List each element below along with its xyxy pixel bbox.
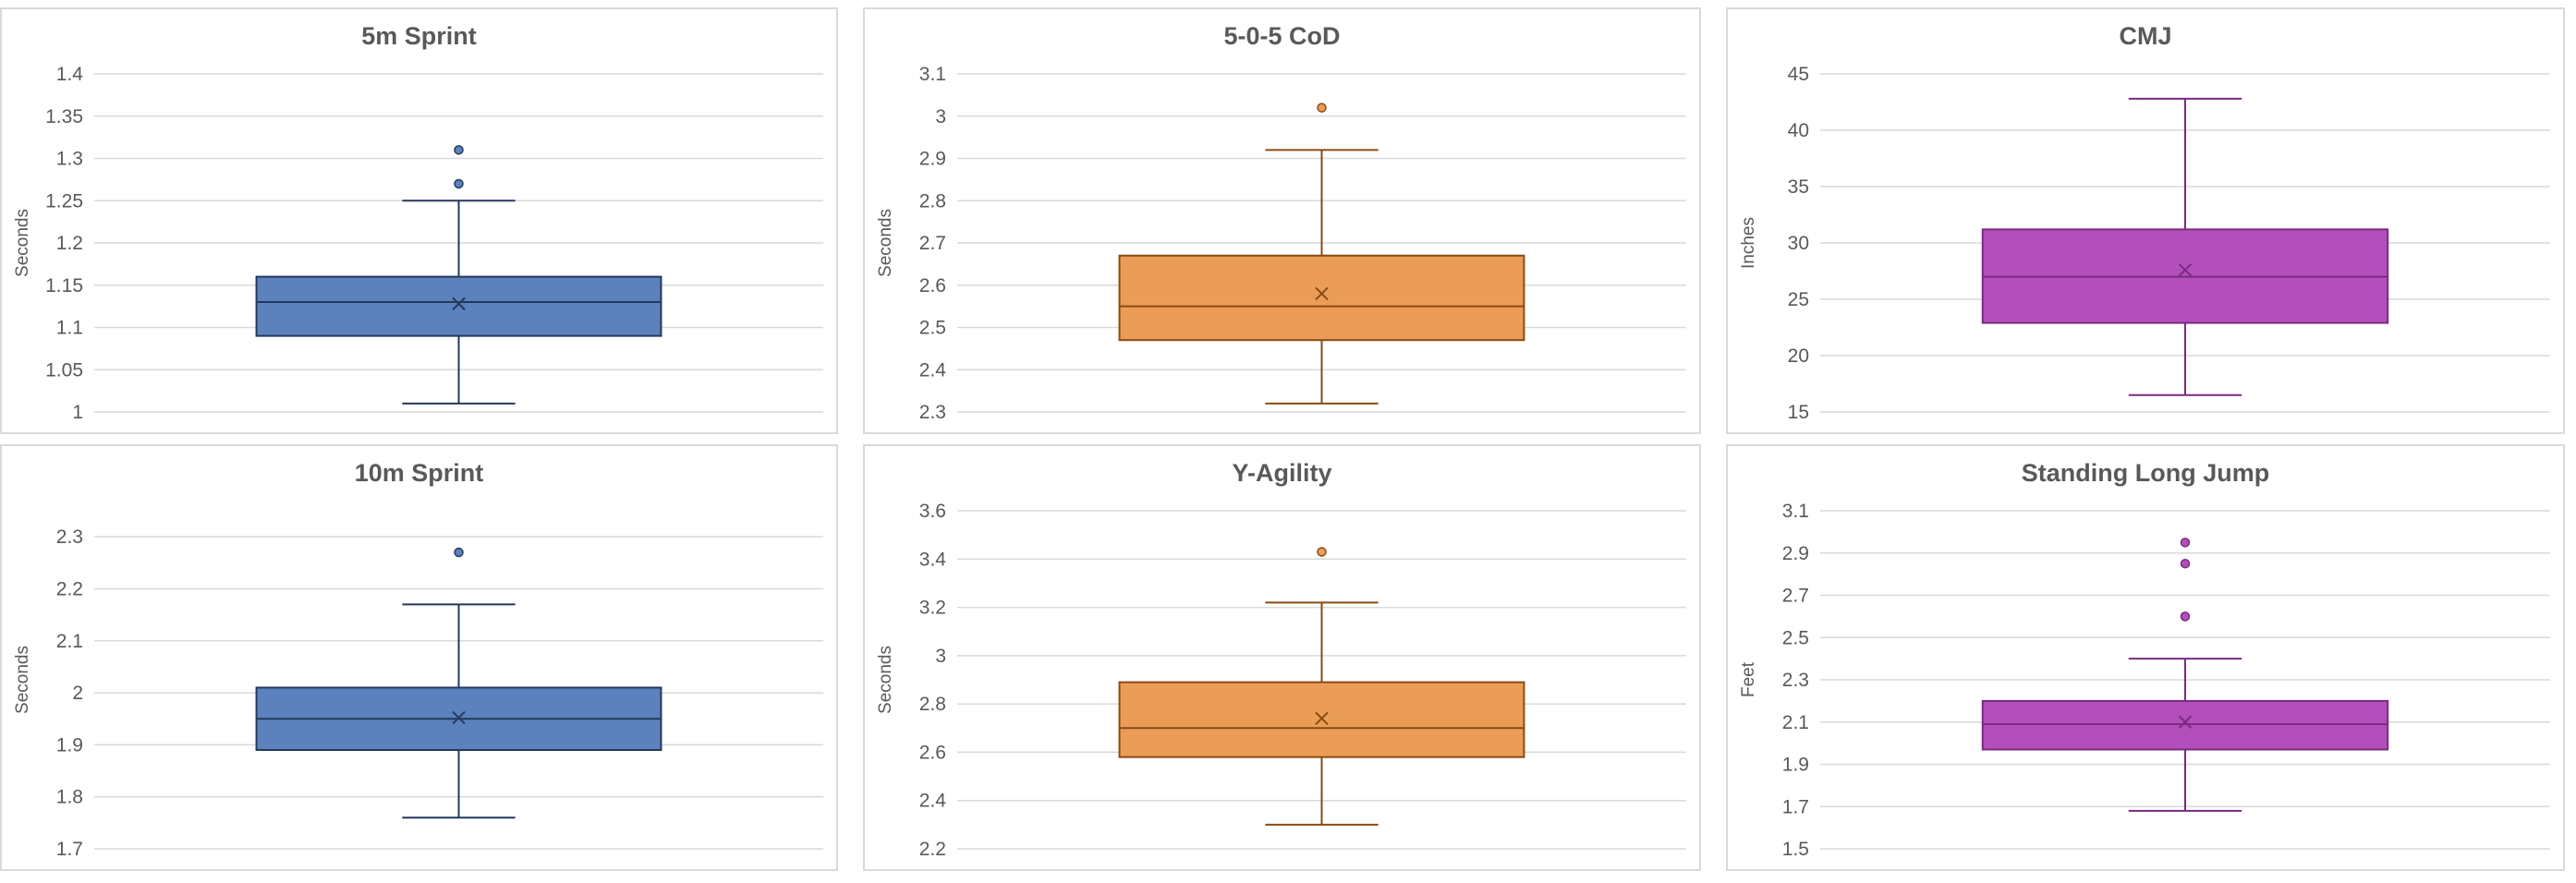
y-tick-label: 1.25	[45, 190, 83, 212]
y-axis-label: Seconds	[876, 209, 895, 277]
y-tick-label: 20	[1788, 345, 1809, 367]
box-plot-505-cod: 5-0-5 CoD Seconds 2.3 2.4 2.5 2.6 2.7 2.8 2.9 3 3.…	[876, 22, 1686, 423]
mean-marker	[1315, 711, 1329, 726]
outlier-point	[454, 145, 464, 155]
outlier-point	[1317, 103, 1327, 113]
y-axis-label: Seconds	[13, 646, 32, 714]
y-tick-label: 3.2	[919, 598, 946, 619]
iqr-box	[1981, 699, 2389, 751]
box-plot-10m-sprint: 10m Sprint Seconds 1.7 1.8 1.9 2 2.1 2.2 2.3	[13, 459, 823, 860]
mean-marker	[2178, 715, 2193, 729]
y-tick-label: 35	[1788, 176, 1809, 198]
y-tick-label: 1.35	[45, 106, 83, 127]
y-tick-label: 1.9	[1782, 755, 1809, 776]
y-tick-label: 2.3	[1782, 670, 1809, 691]
y-tick-label: 2.8	[919, 694, 946, 715]
box-plot-standing-long-jump: Standing Long Jump Feet 1.5 1.7 1.9 2.1 2.3 2.5…	[1739, 459, 2550, 860]
y-tick-label: 2.1	[1782, 712, 1809, 733]
y-tick-label: 2.7	[1782, 586, 1809, 607]
y-tick-label: 1.05	[45, 359, 83, 381]
y-tick-label: 3	[935, 106, 946, 127]
y-tick-label: 1.3	[56, 149, 83, 170]
y-tick-label: 1.2	[56, 233, 83, 254]
chart-panel-y-agility: Y-Agility Seconds 2.2 2.4 2.6 2.8 3 3.2 3.4 3.6	[863, 444, 1701, 871]
y-tick-label: 2.6	[919, 742, 946, 763]
y-tick-label: 40	[1788, 120, 1809, 141]
y-tick-label: 1.5	[1782, 839, 1809, 860]
y-axis-label: Seconds	[13, 209, 32, 277]
chart-panel-10m-sprint: 10m Sprint Seconds 1.7 1.8 1.9 2 2.1 2.2 2.3	[0, 444, 838, 871]
y-tick-label: 1.1	[56, 318, 83, 339]
mean-marker	[452, 296, 466, 311]
y-tick-label: 1.9	[56, 734, 83, 756]
chart-title: Y-Agility	[1232, 459, 1331, 487]
y-tick-label: 2.3	[919, 402, 946, 423]
y-tick-label: 15	[1788, 402, 1809, 423]
chart-title: 10m Sprint	[355, 459, 484, 487]
y-tick-label: 1.7	[56, 839, 83, 860]
chart-title: CMJ	[2119, 22, 2171, 50]
mean-marker	[2178, 263, 2193, 277]
y-tick-label: 2.2	[56, 578, 83, 599]
y-tick-label: 2.5	[919, 318, 946, 339]
y-tick-label: 3.6	[919, 501, 946, 522]
outlier-point	[454, 547, 464, 558]
y-axis-label: Feet	[1739, 661, 1758, 697]
y-tick-label: 2.8	[919, 190, 946, 212]
box-plot-y-agility: Y-Agility Seconds 2.2 2.4 2.6 2.8 3 3.2 3.4 3.6	[876, 459, 1686, 860]
y-tick-label: 2.6	[919, 275, 946, 296]
mean-marker	[452, 710, 466, 725]
y-tick-label: 3.1	[919, 64, 946, 85]
chart-panel-505-cod: 5-0-5 CoD Seconds 2.3 2.4 2.5 2.6 2.7 2.8 2.9 3 3.…	[863, 7, 1701, 434]
y-tick-label: 1.8	[56, 787, 83, 808]
y-tick-label: 1.4	[56, 64, 84, 85]
y-tick-label: 2	[72, 683, 83, 704]
y-axis-label: Seconds	[876, 646, 895, 714]
y-tick-label: 1.7	[1782, 796, 1809, 817]
y-tick-label: 2.2	[919, 839, 946, 860]
outlier-point	[454, 178, 464, 189]
chart-panel-cmj: CMJ Inches 15 20 25 30 35 40 45	[1726, 7, 2565, 434]
mean-marker	[1315, 286, 1329, 301]
chart-title: 5-0-5 CoD	[1223, 22, 1340, 50]
y-tick-label: 3	[935, 646, 946, 667]
box-plot-5m-sprint: 5m Sprint Seconds 1 1.05 1.1 1.15 1.2 1.25 1.3 1.…	[13, 22, 823, 423]
chart-panel-standing-long-jump: Standing Long Jump Feet 1.5 1.7 1.9 2.1 2.3 2.5…	[1726, 444, 2565, 871]
y-tick-label: 45	[1788, 64, 1809, 85]
outlier-point	[2180, 611, 2191, 622]
y-tick-label: 30	[1788, 233, 1809, 254]
outlier-point	[1317, 547, 1327, 557]
iqr-box	[1118, 254, 1525, 342]
y-tick-label: 1	[72, 402, 83, 423]
y-tick-label: 2.9	[1782, 543, 1809, 564]
y-axis-label: Inches	[1739, 217, 1758, 269]
box-plot-cmj: CMJ Inches 15 20 25 30 35 40 45	[1739, 22, 2550, 423]
outlier-point	[2180, 538, 2191, 548]
y-tick-label: 2.5	[1782, 627, 1809, 648]
y-tick-label: 2.1	[56, 631, 83, 652]
y-tick-label: 3.4	[919, 549, 947, 570]
outlier-point	[2180, 558, 2191, 569]
chart-title: 5m Sprint	[361, 22, 477, 50]
y-tick-label: 1.15	[45, 275, 83, 296]
chart-title: Standing Long Jump	[2022, 459, 2269, 487]
y-tick-label: 2.3	[56, 526, 83, 548]
y-tick-label: 2.4	[919, 359, 947, 381]
y-tick-label: 2.9	[919, 149, 946, 170]
y-tick-label: 3.1	[1782, 501, 1809, 522]
y-tick-label: 2.4	[919, 791, 947, 812]
y-tick-label: 2.7	[919, 233, 946, 254]
iqr-box	[255, 275, 662, 337]
y-tick-label: 25	[1788, 289, 1809, 310]
chart-panel-5m-sprint: 5m Sprint Seconds 1 1.05 1.1 1.15 1.2 1.25 1.3 1.…	[0, 7, 838, 434]
